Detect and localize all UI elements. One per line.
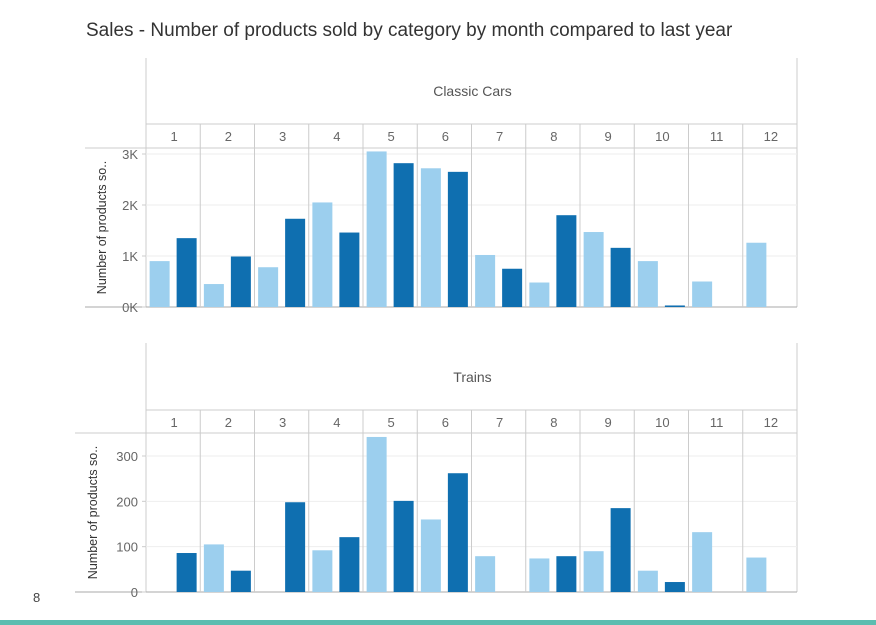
bar-prior-year (366, 151, 387, 307)
month-label: 10 (655, 415, 669, 430)
bar-current-year (610, 508, 631, 592)
month-label: 1 (171, 415, 178, 430)
y-axis-label: Number of products so.. (95, 161, 109, 294)
month-label: 7 (496, 129, 503, 144)
bar-current-year (176, 553, 197, 592)
month-label: 6 (442, 415, 449, 430)
month-label: 6 (442, 129, 449, 144)
bar-prior-year (583, 232, 604, 307)
bar-current-year (285, 218, 306, 307)
month-label: 12 (764, 129, 778, 144)
bar-prior-year (203, 284, 224, 307)
bar-prior-year (475, 556, 496, 592)
bar-current-year (230, 570, 251, 592)
bar-prior-year (637, 261, 658, 307)
month-label: 11 (710, 415, 724, 430)
y-tick-label: 3K (122, 147, 138, 162)
month-label: 12 (764, 415, 778, 430)
y-tick-label: 0 (131, 585, 138, 600)
bar-prior-year (258, 267, 279, 307)
bar-current-year (556, 556, 577, 592)
bar-prior-year (312, 550, 333, 592)
bar-current-year (610, 247, 631, 307)
page-number: 8 (33, 590, 41, 605)
bar-current-year (447, 171, 468, 307)
bar-prior-year (420, 519, 441, 592)
bar-prior-year (529, 558, 550, 592)
panel-title: Trains (453, 369, 491, 385)
month-label: 1 (171, 129, 178, 144)
bar-current-year (230, 256, 251, 307)
bar-prior-year (475, 254, 496, 307)
bar-current-year (447, 473, 468, 592)
month-label: 10 (655, 129, 669, 144)
bar-current-year (339, 232, 360, 307)
y-tick-label: 300 (116, 449, 138, 464)
y-tick-label: 0K (122, 300, 138, 315)
bar-prior-year (692, 281, 713, 307)
bar-prior-year (420, 168, 441, 307)
bar-prior-year (637, 570, 658, 592)
month-label: 4 (333, 129, 340, 144)
y-tick-label: 2K (122, 198, 138, 213)
y-axis-label: Number of products so.. (86, 446, 100, 579)
bar-prior-year (529, 282, 550, 307)
bar-current-year (664, 582, 685, 592)
bar-prior-year (692, 532, 713, 592)
month-label: 3 (279, 129, 286, 144)
month-label: 9 (605, 415, 612, 430)
bar-prior-year (583, 551, 604, 592)
month-label: 9 (605, 129, 612, 144)
bar-prior-year (312, 202, 333, 307)
month-label: 5 (388, 415, 395, 430)
bar-prior-year (203, 544, 224, 592)
bar-current-year (556, 215, 577, 307)
bar-current-year (502, 268, 523, 307)
bar-prior-year (746, 242, 767, 307)
month-label: 7 (496, 415, 503, 430)
bar-current-year (339, 537, 360, 592)
month-label: 2 (225, 415, 232, 430)
month-label: 3 (279, 415, 286, 430)
month-label: 4 (333, 415, 340, 430)
bar-current-year (393, 163, 414, 307)
panel-title: Classic Cars (433, 83, 512, 99)
month-label: 2 (225, 129, 232, 144)
bar-current-year (664, 305, 685, 307)
bar-current-year (285, 502, 306, 592)
month-label: 8 (550, 129, 557, 144)
month-label: 5 (388, 129, 395, 144)
y-tick-label: 1K (122, 249, 138, 264)
month-label: 8 (550, 415, 557, 430)
y-tick-label: 100 (116, 540, 138, 555)
bar-prior-year (746, 557, 767, 592)
month-label: 11 (710, 129, 724, 144)
bar-current-year (393, 500, 414, 592)
bar-current-year (176, 238, 197, 307)
y-tick-label: 200 (116, 494, 138, 509)
chart-title: Sales - Number of products sold by categ… (86, 20, 733, 41)
footer-accent-bar (0, 620, 876, 625)
bar-prior-year (366, 436, 387, 592)
bar-prior-year (149, 261, 170, 307)
